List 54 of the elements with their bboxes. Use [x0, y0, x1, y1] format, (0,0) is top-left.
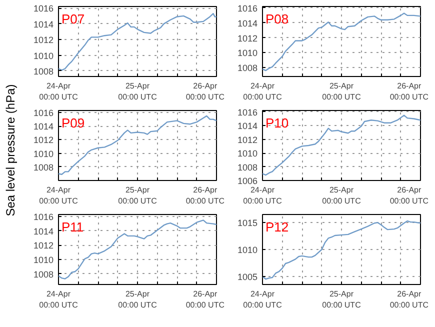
x-tick-label: 24-Apr 00:00 UTC [39, 186, 78, 206]
y-tick-label: 1010 [33, 50, 54, 61]
x-tick-label: 26-Apr 00:00 UTC [390, 290, 429, 310]
y-tick-label: 1014 [33, 122, 54, 132]
x-tick-label: 26-Apr 00:00 UTC [186, 290, 225, 310]
x-tick-label: 25-Apr 00:00 UTC [322, 290, 362, 310]
y-tick-label: 1012 [237, 134, 258, 145]
y-tick-label: 1008 [33, 269, 54, 280]
chart-title: P09 [62, 116, 85, 130]
y-tick-label: 1008 [33, 162, 54, 172]
y-tick-label: 1010 [33, 148, 54, 159]
y-tick-label: 1010 [237, 245, 258, 255]
y-tick-label: 1008 [237, 63, 258, 74]
x-tick-label: 24-Apr 00:00 UTC [39, 290, 78, 310]
chart-title: P12 [266, 220, 289, 234]
x-tick-label: 26-Apr 00:00 UTC [186, 186, 225, 206]
x-tick-label: 25-Apr 00:00 UTC [118, 82, 158, 102]
y-tick-label: 1012 [33, 35, 54, 46]
y-tick-label: 1014 [33, 226, 54, 236]
x-tick-label: 24-Apr 00:00 UTC [243, 290, 282, 310]
y-tick-label: 1016 [237, 3, 258, 14]
y-tick-label: 1014 [237, 121, 258, 132]
y-tick-label: 1006 [237, 176, 258, 186]
y-tick-label: 1016 [33, 212, 54, 222]
x-tick-label: 25-Apr 00:00 UTC [322, 82, 362, 102]
y-tick-label: 1016 [33, 4, 54, 14]
y-tick-label: 1012 [33, 240, 54, 251]
y-axis-title: Sea level pressure (hPa) [3, 84, 18, 216]
chart-title: P07 [62, 12, 85, 26]
x-tick-label: 24-Apr 00:00 UTC [39, 82, 78, 102]
y-tick-label: 1012 [33, 135, 54, 146]
x-tick-label: 25-Apr 00:00 UTC [118, 186, 158, 206]
x-tick-label: 25-Apr 00:00 UTC [322, 186, 362, 206]
y-tick-label: 1012 [237, 33, 258, 44]
chart-title: P11 [62, 220, 84, 234]
x-tick-label: 24-Apr 00:00 UTC [243, 82, 282, 102]
y-tick-label: 1016 [33, 108, 54, 118]
y-tick-label: 1005 [237, 272, 258, 282]
x-tick-label: 26-Apr 00:00 UTC [390, 82, 429, 102]
y-tick-label: 1008 [33, 66, 54, 76]
x-tick-label: 24-Apr 00:00 UTC [243, 186, 282, 206]
x-tick-label: 26-Apr 00:00 UTC [186, 82, 225, 102]
x-tick-label: 26-Apr 00:00 UTC [390, 186, 429, 206]
y-tick-label: 1016 [237, 107, 258, 118]
y-tick-label: 1010 [237, 148, 258, 159]
chart-title: P10 [266, 116, 289, 130]
y-tick-label: 1014 [33, 19, 54, 30]
y-tick-label: 1010 [237, 48, 258, 58]
chart-title: P08 [266, 12, 289, 26]
y-tick-label: 1014 [237, 18, 258, 28]
x-tick-label: 25-Apr 00:00 UTC [118, 290, 158, 310]
y-tick-label: 1010 [33, 255, 54, 265]
y-tick-label: 1015 [237, 218, 258, 228]
y-tick-label: 1008 [237, 162, 258, 172]
